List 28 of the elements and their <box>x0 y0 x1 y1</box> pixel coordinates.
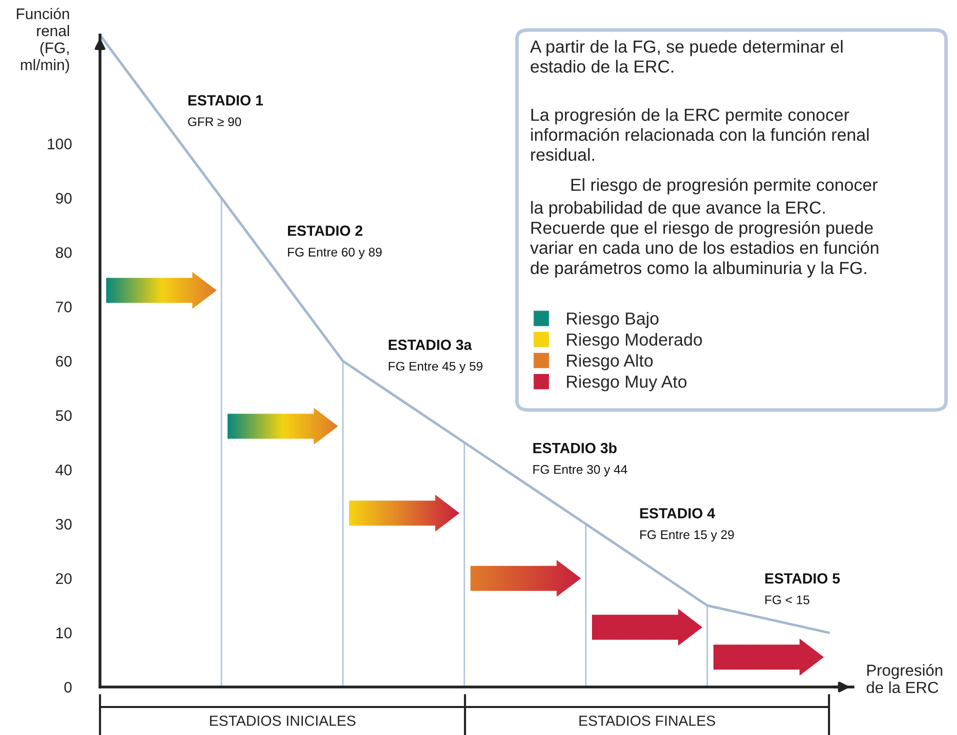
y-tick-label: 50 <box>56 410 72 422</box>
y-tick-label: 90 <box>56 192 72 204</box>
annotation: ESTADIO 4 FG Entre 15 y 29 <box>640 508 734 542</box>
y-tick-label: 40 <box>56 464 72 476</box>
annotation: ESTADIO 3a FG Entre 45 y 59 <box>388 340 482 374</box>
y-tick-label: 10 <box>56 628 72 638</box>
y-tick-label: 20 <box>56 573 72 584</box>
annotation: El riesgo de progresión permite conocer la probabilidad de que avance la ERC. Recuerde que el riesgo de progresión puede variar en cada uno de los estadios en función de parámetros como la albuminuria y la FG. <box>530 178 878 278</box>
annotation: La progresión de la ERC permite conocer información relacionada con la función renal residual. <box>531 108 869 161</box>
y-tick-label: 0 <box>64 682 72 693</box>
annotation: ESTADIO 1 GFR ≥ 90 <box>188 95 263 126</box>
x-axis-title: Progresión de la ERC <box>866 664 942 694</box>
text: ESTADIOS INICIALES <box>210 716 356 726</box>
annotation: ESTADIO 2 FG Entre 60 y 89 <box>288 226 382 260</box>
annotation: A partir de la FG, se puede determinar el estadio de la ERC. <box>530 40 842 73</box>
y-tick-label: 30 <box>56 518 72 530</box>
y-tick-label: 60 <box>56 356 72 367</box>
y-axis-title: Función renal (FG, ml/min) <box>16 8 70 74</box>
text: ESTADIOS FINALES <box>579 716 716 726</box>
y-tick-label: 80 <box>56 247 72 258</box>
annotation: ESTADIO 3b FG Entre 30 y 44 <box>533 442 628 476</box>
y-tick-label: 70 <box>56 302 72 312</box>
legend-label: Riesgo Moderado <box>567 332 702 350</box>
annotation: ESTADIO 5 FG < 15 <box>765 573 840 604</box>
legend-label: Riesgo Muy Ato <box>567 375 686 392</box>
y-tick-label: 100 <box>48 138 72 150</box>
legend-label: Riesgo Bajo <box>567 312 658 328</box>
legend-label: Riesgo Alto <box>567 354 653 370</box>
